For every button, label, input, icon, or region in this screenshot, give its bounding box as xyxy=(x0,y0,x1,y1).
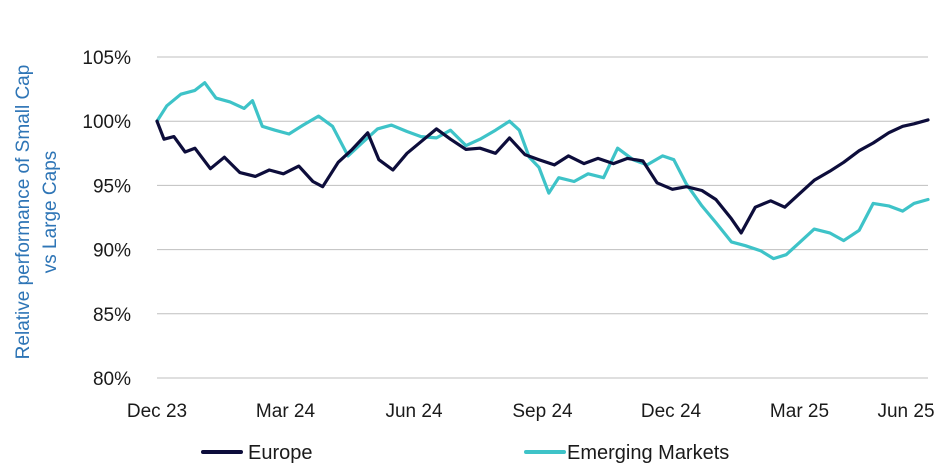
y-tick-label: 90% xyxy=(93,241,131,262)
x-tick-label: Dec 24 xyxy=(641,401,702,422)
series-line-europe xyxy=(155,118,930,235)
x-tick-labels: Dec 23 Mar 24 Jun 24 Sep 24 Dec 24 Mar 25 Jun … xyxy=(127,401,935,422)
y-tick-label: 80% xyxy=(93,369,131,390)
x-tick-label: Sep 24 xyxy=(512,401,573,422)
legend: Europe Emerging Markets xyxy=(201,442,729,464)
legend-label-emerging-markets: Emerging Markets xyxy=(567,442,729,464)
y-tick-label: 105% xyxy=(82,48,131,69)
series-lines xyxy=(155,81,930,261)
x-tick-label: Jun 25 xyxy=(877,401,934,422)
gridlines xyxy=(157,56,928,379)
x-tick-label: Mar 24 xyxy=(256,401,316,422)
x-tick-label: Jun 24 xyxy=(385,401,442,422)
legend-label-europe: Europe xyxy=(248,442,313,464)
x-tick-label: Dec 23 xyxy=(127,401,187,422)
y-tick-label: 95% xyxy=(93,176,131,197)
y-tick-label: 100% xyxy=(82,112,131,133)
x-tick-label: Mar 25 xyxy=(770,401,829,422)
y-axis-title-line-1: Relative performance of Small Cap xyxy=(13,65,34,360)
y-tick-label: 85% xyxy=(93,305,131,326)
y-tick-labels: 80% 85% 90% 95% 100% 105% xyxy=(82,48,131,390)
series-line-emerging-markets xyxy=(155,81,930,261)
y-axis-title-line-2: vs Large Caps xyxy=(40,151,61,274)
